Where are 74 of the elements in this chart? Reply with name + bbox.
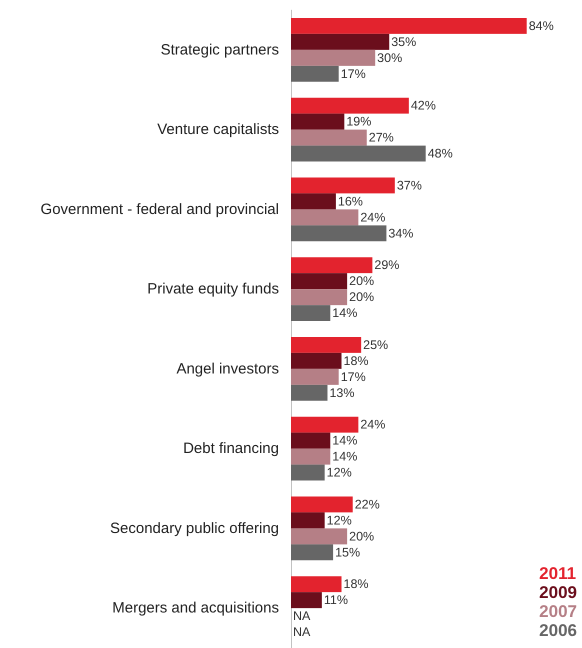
bar (291, 544, 334, 560)
bar (291, 273, 348, 290)
data-label: 30% (377, 50, 402, 65)
data-label: 22% (354, 497, 380, 512)
data-label: 35% (391, 34, 416, 49)
bar (291, 98, 409, 114)
data-label: 29% (374, 258, 400, 272)
data-label: 18% (344, 354, 369, 368)
bar (291, 257, 372, 274)
bar (291, 512, 325, 528)
y-tick-label: Mergers and acquisitions (112, 600, 279, 617)
data-label: 24% (360, 418, 386, 432)
bar (291, 193, 336, 210)
y-tick-label: Government - federal and provincial (40, 200, 279, 218)
bar (291, 18, 527, 34)
y-tick-label: Angel investors (176, 360, 279, 378)
bar (291, 448, 330, 465)
bar (291, 209, 358, 226)
data-label: 20% (349, 529, 374, 544)
bar (291, 496, 353, 512)
bar (291, 384, 328, 401)
data-label: 48% (428, 146, 453, 161)
bar (291, 576, 342, 592)
bar (291, 464, 325, 481)
y-tick-label: Secondary public offering (110, 520, 279, 537)
data-label: 25% (363, 338, 388, 352)
bar (291, 146, 426, 162)
data-label: 34% (388, 226, 414, 240)
data-label: 14% (332, 450, 358, 464)
data-label: 27% (368, 130, 394, 145)
y-tick-label: Venture capitalists (157, 121, 279, 138)
bar (291, 50, 376, 66)
bar (291, 114, 344, 130)
bar (291, 368, 339, 385)
data-label: 20% (349, 274, 374, 288)
bar (291, 432, 330, 449)
text: 2009 (539, 583, 578, 602)
data-label: 12% (326, 513, 352, 528)
bar (291, 336, 362, 353)
y-tick-label: Debt financing (183, 440, 279, 458)
bar (291, 416, 358, 433)
bar (291, 289, 348, 306)
data-label: 12% (326, 466, 352, 480)
y-tick-label: Private equity funds (147, 280, 279, 298)
data-label: 37% (396, 178, 422, 192)
data-label: 15% (335, 545, 360, 560)
bar (291, 305, 330, 322)
text: 2011 (539, 564, 576, 583)
text: 2007 (539, 602, 578, 621)
data-label: 20% (349, 290, 374, 304)
data-label: 14% (332, 434, 358, 448)
data-label: 84% (528, 18, 554, 33)
data-label: 19% (346, 114, 372, 129)
data-label: 24% (360, 210, 386, 224)
text: NA (293, 609, 310, 624)
bar (291, 177, 395, 194)
data-label: 17% (340, 370, 366, 384)
bar (291, 34, 390, 50)
bar (291, 66, 339, 82)
bar (291, 352, 342, 369)
data-label: 11% (324, 593, 348, 608)
data-label: 42% (410, 98, 436, 113)
data-label: 18% (344, 577, 369, 592)
bar (291, 225, 386, 242)
bar (291, 528, 348, 544)
data-label: 14% (332, 306, 358, 320)
text: NA (293, 625, 310, 640)
data-label: 17% (340, 66, 366, 81)
data-label: 13% (329, 386, 355, 400)
data-label: 16% (338, 194, 363, 208)
text: 2006 (539, 621, 578, 640)
y-tick-label: Strategic partners (160, 41, 279, 58)
bar (291, 130, 367, 146)
bar (291, 592, 322, 608)
